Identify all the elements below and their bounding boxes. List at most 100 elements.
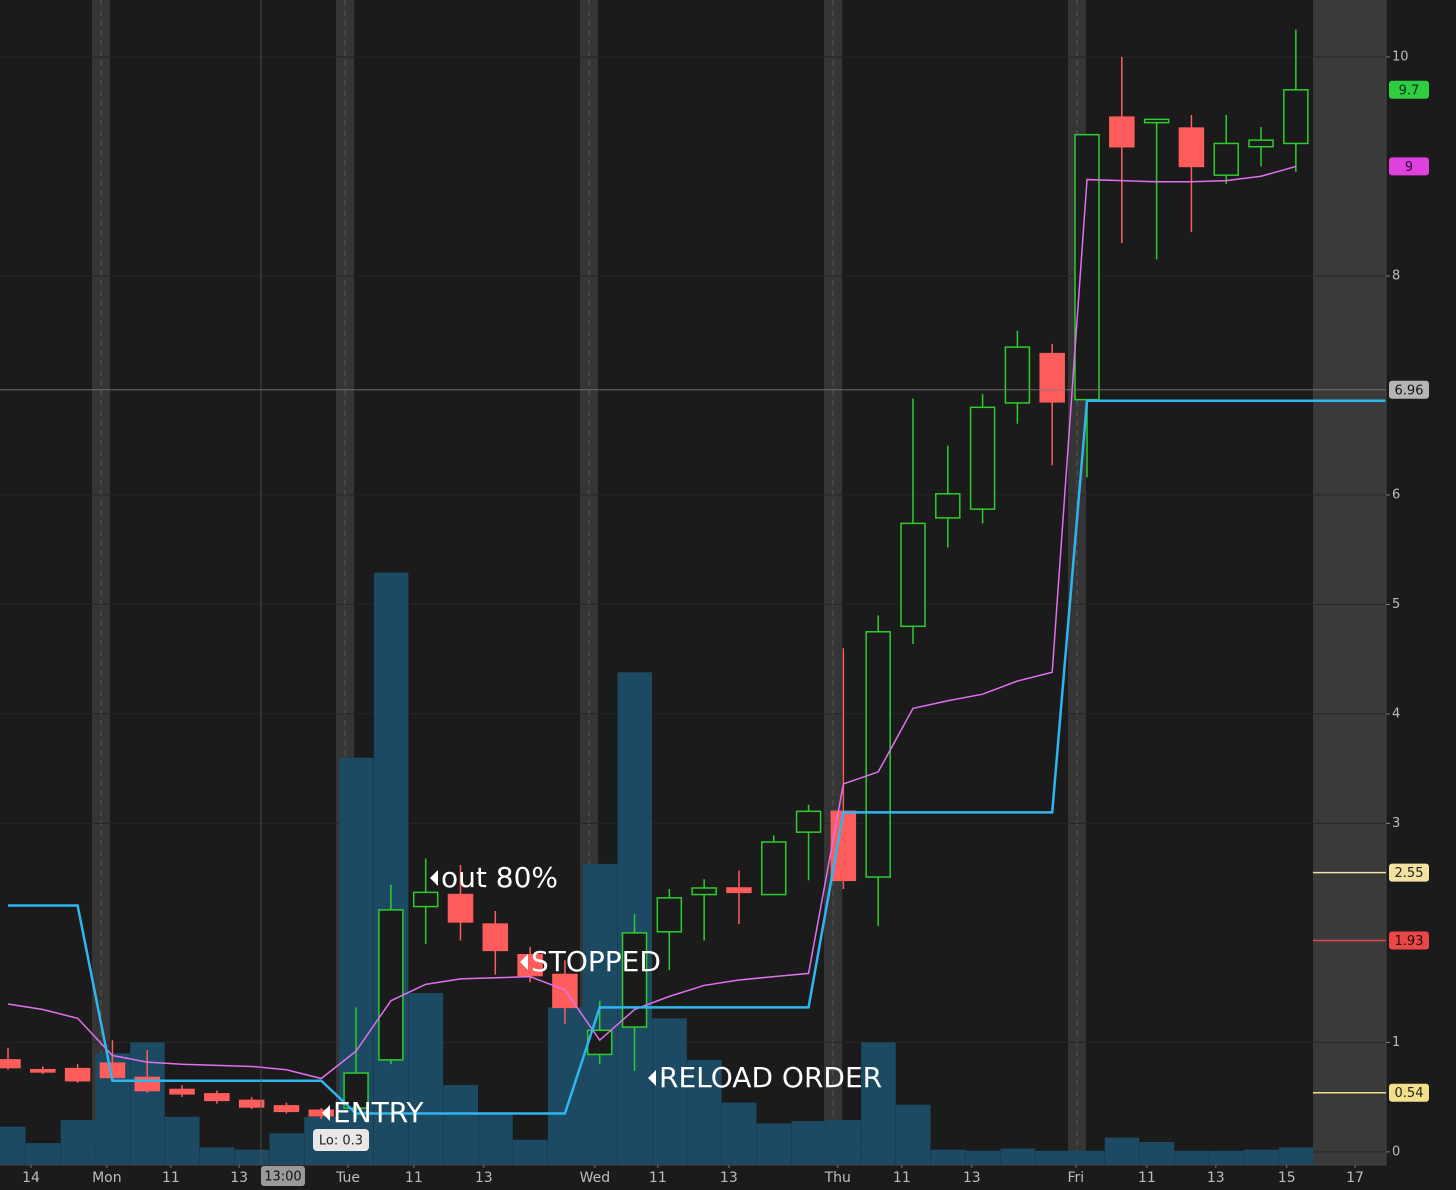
volume-bar <box>1139 1142 1175 1165</box>
volume-bar <box>965 1150 1001 1165</box>
candle-body <box>1109 116 1135 148</box>
candle-body <box>1283 89 1309 145</box>
candle-body <box>238 1099 265 1108</box>
x-tick-label: Thu <box>824 1170 851 1186</box>
candle-body <box>865 631 891 878</box>
candle-body <box>656 897 683 933</box>
volume-bar <box>861 1042 896 1165</box>
overlay-line <box>7 165 1297 1080</box>
x-tick-label: Tue <box>335 1170 360 1186</box>
volume-bar <box>895 1104 931 1165</box>
candle-body <box>935 493 961 519</box>
volume-bar <box>60 1120 96 1165</box>
level-label: 9 <box>1405 160 1413 175</box>
volume-bar <box>478 1112 513 1165</box>
volume-bar <box>1244 1149 1279 1165</box>
y-tick-label: 10 <box>1392 49 1409 64</box>
annotation-arrow <box>430 870 438 886</box>
candle-body <box>64 1067 91 1082</box>
volume-bar <box>199 1147 235 1165</box>
volume-bar <box>1000 1148 1035 1165</box>
crosshair-y-label: 6.96 <box>1395 383 1424 398</box>
y-tick-label: 3 <box>1392 816 1400 831</box>
y-tick-label: 8 <box>1392 268 1400 283</box>
level-label: 2.55 <box>1395 866 1424 881</box>
level-badge <box>1389 863 1429 882</box>
volume-bar <box>1209 1150 1244 1165</box>
volume-bar <box>408 993 444 1165</box>
candle-body <box>378 909 404 1061</box>
annotation-arrow <box>520 954 528 970</box>
level-badge <box>1389 1083 1429 1102</box>
candle-body <box>412 891 439 908</box>
candle-body <box>969 406 996 510</box>
candle-body <box>795 810 822 833</box>
candle-body <box>1143 118 1170 124</box>
candle-body <box>621 932 648 1028</box>
annotation: out 80% <box>441 861 558 894</box>
crosshair-y-badge <box>1389 380 1429 399</box>
volume <box>0 572 1314 1165</box>
level-label: 9.7 <box>1399 83 1420 98</box>
volume-bar <box>1174 1150 1209 1165</box>
x-tick-label: 11 <box>893 1170 911 1186</box>
candle-body <box>447 893 474 923</box>
x-tick-label: 11 <box>1138 1170 1156 1186</box>
volume-bar <box>0 1126 26 1165</box>
level-badge <box>1389 80 1429 99</box>
annotation: ENTRY <box>333 1096 424 1129</box>
crosshair-x-badge <box>260 1166 305 1186</box>
volume-bar <box>826 1120 861 1165</box>
candle-body <box>343 1072 369 1109</box>
volume-bar <box>1070 1150 1105 1165</box>
x-tick-label: 11 <box>405 1170 423 1186</box>
candle-body <box>726 887 752 894</box>
future-zone <box>1313 0 1386 1165</box>
candle-body <box>0 1059 21 1069</box>
volume-bar <box>930 1149 966 1165</box>
x-tick-label: 13 <box>963 1170 981 1186</box>
y-tick-label: 5 <box>1392 597 1400 612</box>
y-tick-label: 1 <box>1392 1035 1400 1050</box>
x-tick-label: Wed <box>580 1170 611 1186</box>
x-tick-label: 13 <box>230 1170 248 1186</box>
x-tick-label: 17 <box>1346 1170 1364 1186</box>
candle-body <box>1178 127 1205 168</box>
candle-body <box>30 1068 56 1073</box>
candle-body <box>761 841 787 896</box>
volume-bar <box>721 1102 757 1165</box>
level-label: 0.54 <box>1395 1086 1424 1101</box>
crosshair-x-label: 13:00 <box>264 1170 301 1185</box>
overlay-line <box>8 399 1296 1115</box>
low-badge: Lo: 0.3 <box>319 1134 363 1149</box>
x-tick-label: 14 <box>22 1170 40 1186</box>
x-tick-label: 13 <box>1207 1170 1225 1186</box>
candle-body <box>1074 133 1100 401</box>
x-tick-label: 15 <box>1278 1170 1296 1186</box>
candle-body <box>308 1109 335 1117</box>
candle-body <box>691 887 717 896</box>
volume-bar <box>756 1123 792 1165</box>
volume-bar <box>234 1149 270 1165</box>
level-label: 1.93 <box>1395 934 1424 949</box>
volume-bar <box>1278 1147 1314 1165</box>
y-tick-label: 0 <box>1392 1144 1400 1159</box>
volume-bar <box>269 1133 304 1165</box>
volume-bar <box>687 1059 722 1165</box>
low-badge-box <box>313 1129 369 1151</box>
annotation-arrow <box>648 1070 656 1086</box>
candle-body <box>900 522 926 628</box>
candle-body <box>482 923 509 952</box>
x-tick-label: 11 <box>162 1170 180 1186</box>
candle-body <box>1039 352 1065 403</box>
x-tick-label: 13 <box>720 1170 738 1186</box>
candle-body <box>273 1105 300 1113</box>
candle-body <box>1004 346 1031 404</box>
candle-body <box>134 1076 160 1092</box>
annotation: RELOAD ORDER <box>659 1061 882 1094</box>
annotation-arrow <box>322 1105 330 1121</box>
level-badge <box>1389 157 1429 176</box>
volume-bar <box>513 1139 548 1165</box>
